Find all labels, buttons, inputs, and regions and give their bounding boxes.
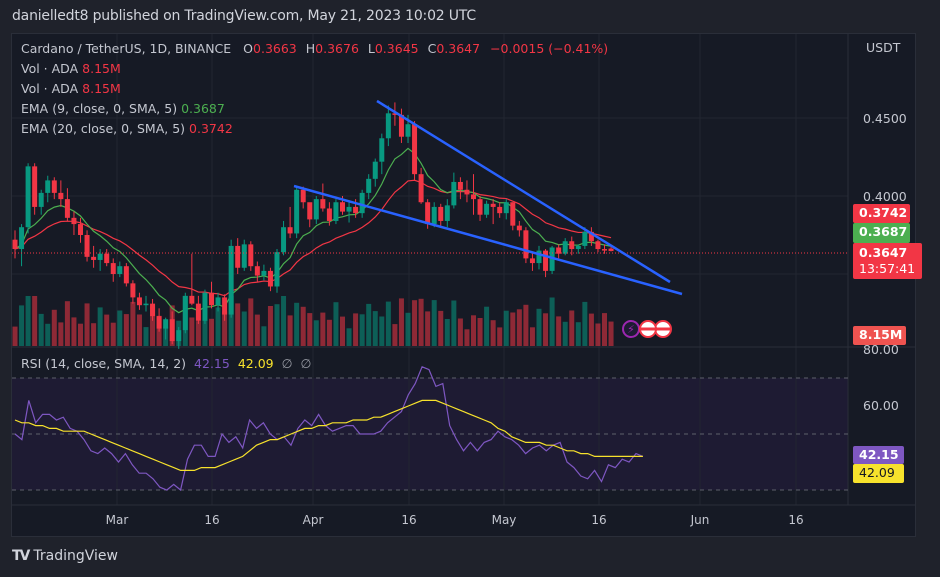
indicator-label: EMA (9, close, 0, SMA, 5) [21, 101, 178, 116]
symbol-legend[interactable]: Cardano / TetherUS, 1D, BINANCE O0.3663 … [21, 41, 608, 56]
indicator-label: EMA (20, close, 0, SMA, 5) [21, 121, 186, 136]
time-tick: 16 [401, 513, 417, 527]
low-value: 0.3645 [374, 41, 419, 56]
rsi-tick: 60.00 [863, 398, 899, 413]
time-tick: Jun [690, 513, 710, 527]
indicator-value: 0.3742 [189, 121, 233, 136]
currency-label[interactable]: USDT [866, 40, 901, 55]
tradingview-logo-icon: TV [12, 548, 30, 564]
legend-rsi[interactable]: RSI (14, close, SMA, 14, 2) 42.15 42.09 … [21, 356, 311, 371]
last-price-value: 0.3647 [859, 245, 908, 260]
high-value: 0.3676 [315, 41, 359, 56]
rsi-extra-value: ∅ [281, 356, 293, 371]
indicator-value: 8.15M [82, 61, 121, 76]
price-tick: 0.4500 [863, 111, 907, 126]
rsi-value-badge: 42.15 [853, 446, 904, 464]
volume-badge: 8.15M [853, 326, 906, 345]
indicator-value: 0.3687 [181, 101, 225, 116]
time-tick: 16 [204, 513, 220, 527]
high-label: H [305, 41, 316, 56]
rsi-value: 42.15 [194, 356, 230, 371]
close-value: 0.3647 [436, 41, 481, 56]
symbol-title: Cardano / TetherUS, 1D, BINANCE [21, 41, 232, 56]
ema20-price-badge: 0.3742 [853, 204, 910, 223]
rsi-ma-value: 42.09 [237, 356, 274, 371]
us-flag-event-icon[interactable] [639, 320, 657, 338]
time-tick: Apr [302, 513, 324, 527]
published-header: danielledt8 published on TradingView.com… [12, 8, 476, 24]
indicator-label: RSI (14, close, SMA, 14, 2) [21, 356, 187, 371]
time-tick: 16 [591, 513, 607, 527]
tradingview-brand[interactable]: TV TradingView [12, 548, 118, 564]
open-label: O [243, 41, 254, 56]
indicator-value: 8.15M [82, 81, 121, 96]
lightning-event-icon[interactable]: ⚡ [622, 320, 640, 338]
indicator-label: Vol · ADA [21, 61, 79, 76]
rsi-extra-value: ∅ [300, 356, 312, 371]
change-value: −0.0015 (−0.41%) [490, 41, 609, 56]
indicator-label: Vol · ADA [21, 81, 79, 96]
legend-volume-1[interactable]: Vol · ADA 8.15M [21, 61, 121, 76]
rsi-ma-badge: 42.09 [853, 464, 904, 483]
time-tick: May [491, 513, 517, 527]
price-tick: 0.4000 [863, 189, 907, 204]
brand-name: TradingView [33, 548, 118, 564]
time-tick: Mar [105, 513, 129, 527]
legend-volume-2[interactable]: Vol · ADA 8.15M [21, 81, 121, 96]
ema9-price-badge: 0.3687 [853, 223, 910, 243]
rsi-tick: 80.00 [863, 342, 899, 357]
last-price-badge: 0.3647 13:57:41 [853, 243, 922, 279]
legend-ema20[interactable]: EMA (20, close, 0, SMA, 5) 0.3742 [21, 121, 233, 136]
legend-ema9[interactable]: EMA (9, close, 0, SMA, 5) 0.3687 [21, 101, 225, 116]
bar-countdown: 13:57:41 [859, 261, 916, 276]
time-tick: 16 [788, 513, 804, 527]
close-label: C [427, 41, 437, 56]
low-label: L [367, 41, 375, 56]
open-value: 0.3663 [253, 41, 297, 56]
